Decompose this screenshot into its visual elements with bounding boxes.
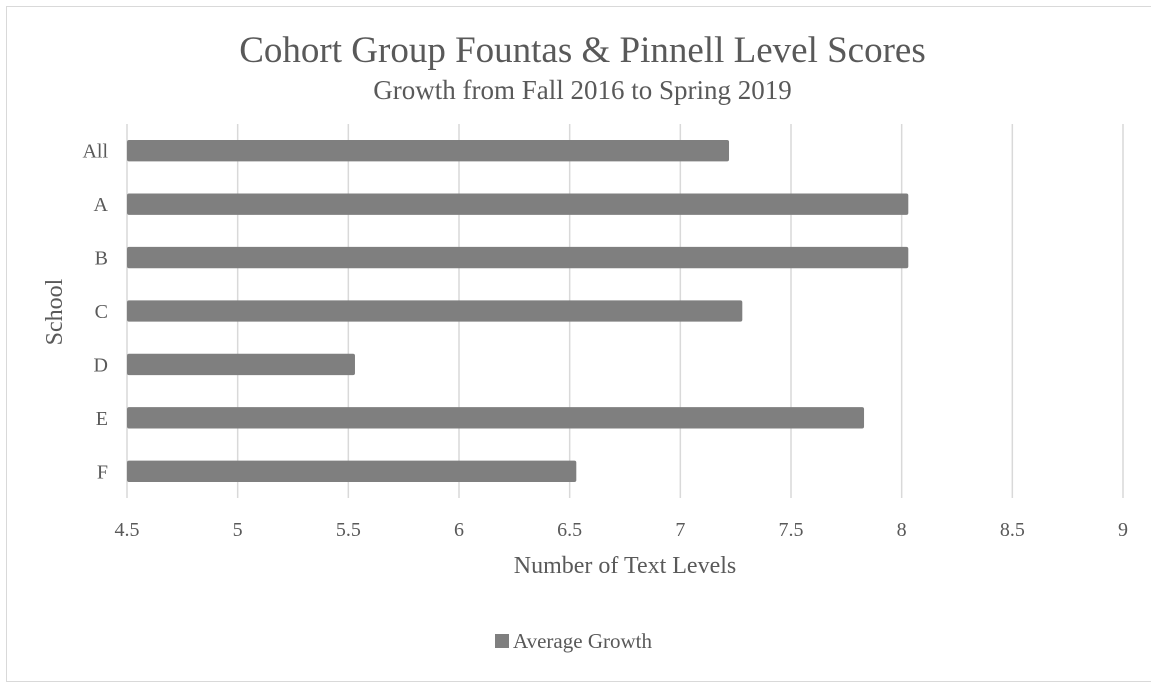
legend-label: Average Growth: [513, 629, 652, 653]
category-label: E: [96, 408, 108, 430]
x-axis-title: Number of Text Levels: [514, 553, 736, 579]
chart-subtitle: Growth from Fall 2016 to Spring 2019: [373, 75, 792, 105]
x-tick-labels: 4.5 5 5.5 6 6.5 7 7.5 8 8.5 9: [115, 519, 1129, 541]
bar-e: [127, 407, 865, 429]
category-labels: All A B C D E F: [82, 141, 108, 484]
chart-frame: [6, 6, 1151, 682]
bar-b: [127, 246, 909, 269]
category-label: A: [94, 194, 109, 216]
chart-title: Cohort Group Fountas & Pinnell Level Sco…: [239, 30, 926, 71]
x-tick-label: 8: [897, 519, 907, 541]
x-tick-label: 6: [454, 519, 464, 541]
x-tick-label: 9: [1118, 519, 1128, 541]
x-tick-label: 7.5: [779, 519, 804, 541]
x-tick-label: 5.5: [336, 519, 361, 541]
y-axis-title: School: [42, 278, 68, 345]
bar-f: [127, 460, 577, 482]
x-tick-label: 4.5: [115, 519, 140, 541]
category-label: D: [94, 354, 108, 376]
x-tick-label: 8.5: [1000, 519, 1025, 541]
bar-a: [127, 193, 909, 215]
category-label: F: [97, 461, 108, 483]
legend: Average Growth: [495, 629, 652, 653]
x-tick-label: 6.5: [557, 519, 582, 541]
category-label: B: [95, 248, 108, 270]
x-tick-label: 7: [675, 519, 685, 541]
bar-c: [127, 300, 743, 322]
bar-d: [127, 353, 355, 376]
bars: [127, 140, 909, 482]
category-label: All: [82, 141, 108, 163]
bar-all: [127, 140, 730, 162]
category-label: C: [95, 301, 108, 323]
x-tick-label: 5: [233, 519, 243, 541]
legend-swatch: [495, 634, 509, 648]
